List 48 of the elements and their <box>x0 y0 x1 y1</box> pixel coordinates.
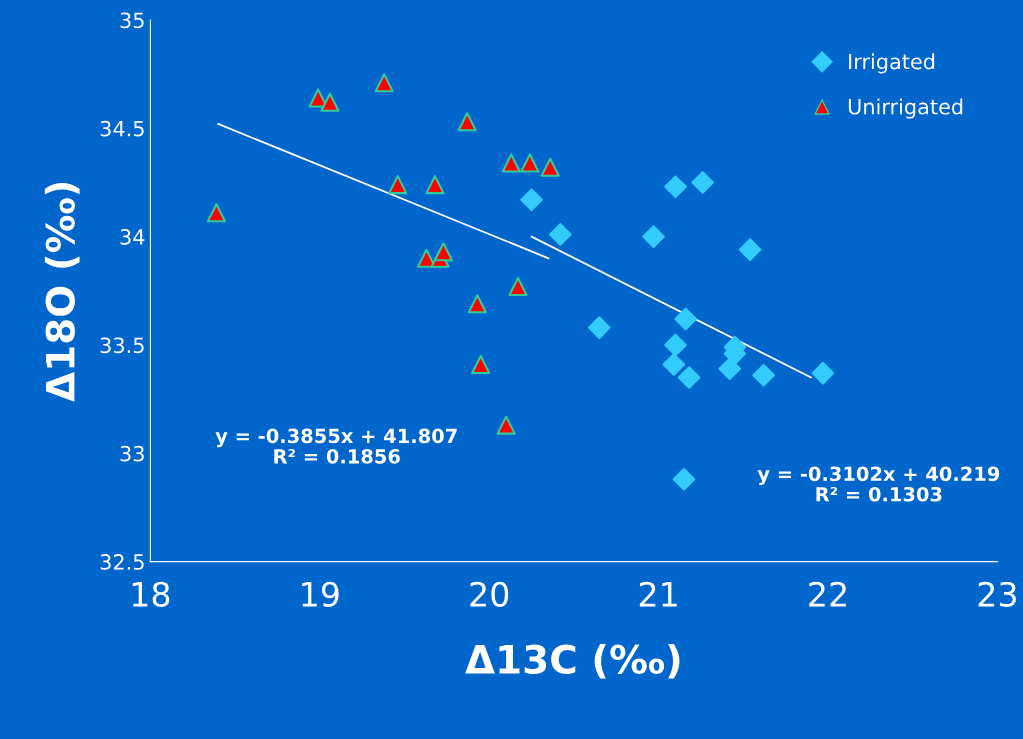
point <box>425 175 445 195</box>
point <box>320 92 340 112</box>
legend-label: Unirrigated <box>848 98 963 119</box>
legend-label: Irrigated <box>849 53 935 74</box>
point <box>549 223 572 246</box>
point <box>496 415 516 435</box>
point <box>540 157 560 177</box>
annotation: y = -0.3855x + 41.807 R² = 0.1856 <box>215 428 457 464</box>
point <box>501 153 521 173</box>
point <box>467 294 487 314</box>
point <box>374 73 394 93</box>
y-tick-label: 33.5 <box>100 337 144 354</box>
point <box>738 238 762 261</box>
point <box>587 316 611 339</box>
point <box>674 307 698 331</box>
point <box>664 175 687 199</box>
point <box>520 153 540 173</box>
point <box>718 357 742 381</box>
point <box>206 203 226 223</box>
point <box>752 363 775 387</box>
y-tick-label: 33 <box>120 445 144 462</box>
point <box>691 171 714 194</box>
y-tick-label: 35 <box>120 12 144 29</box>
x-tick-label: 19 <box>302 581 339 607</box>
y-tick-label: 34 <box>120 229 145 245</box>
x-tick-label: 20 <box>470 581 509 607</box>
point <box>662 353 686 376</box>
y-tick-label: 32.5 <box>100 554 144 570</box>
point <box>672 467 696 491</box>
x-axis-title: Δ13C (‰) <box>465 643 680 679</box>
point <box>642 225 665 248</box>
point <box>388 175 408 195</box>
point <box>677 366 701 389</box>
point <box>471 354 491 375</box>
point <box>457 112 477 132</box>
x-tick-label: 22 <box>809 581 846 607</box>
annotation: y = -0.3102x + 40.219 R² = 0.1303 <box>757 466 1000 502</box>
y-tick-label: 34.5 <box>100 120 144 137</box>
x-tick-label: 18 <box>132 581 170 607</box>
point <box>664 333 687 357</box>
point <box>811 361 835 385</box>
x-tick-label: 21 <box>639 581 677 607</box>
y-axis-title: Δ18O (‰) <box>44 182 80 402</box>
point <box>433 242 453 262</box>
point <box>308 88 328 108</box>
point <box>508 276 528 297</box>
x-tick-label: 23 <box>978 581 1016 607</box>
point <box>520 188 543 212</box>
